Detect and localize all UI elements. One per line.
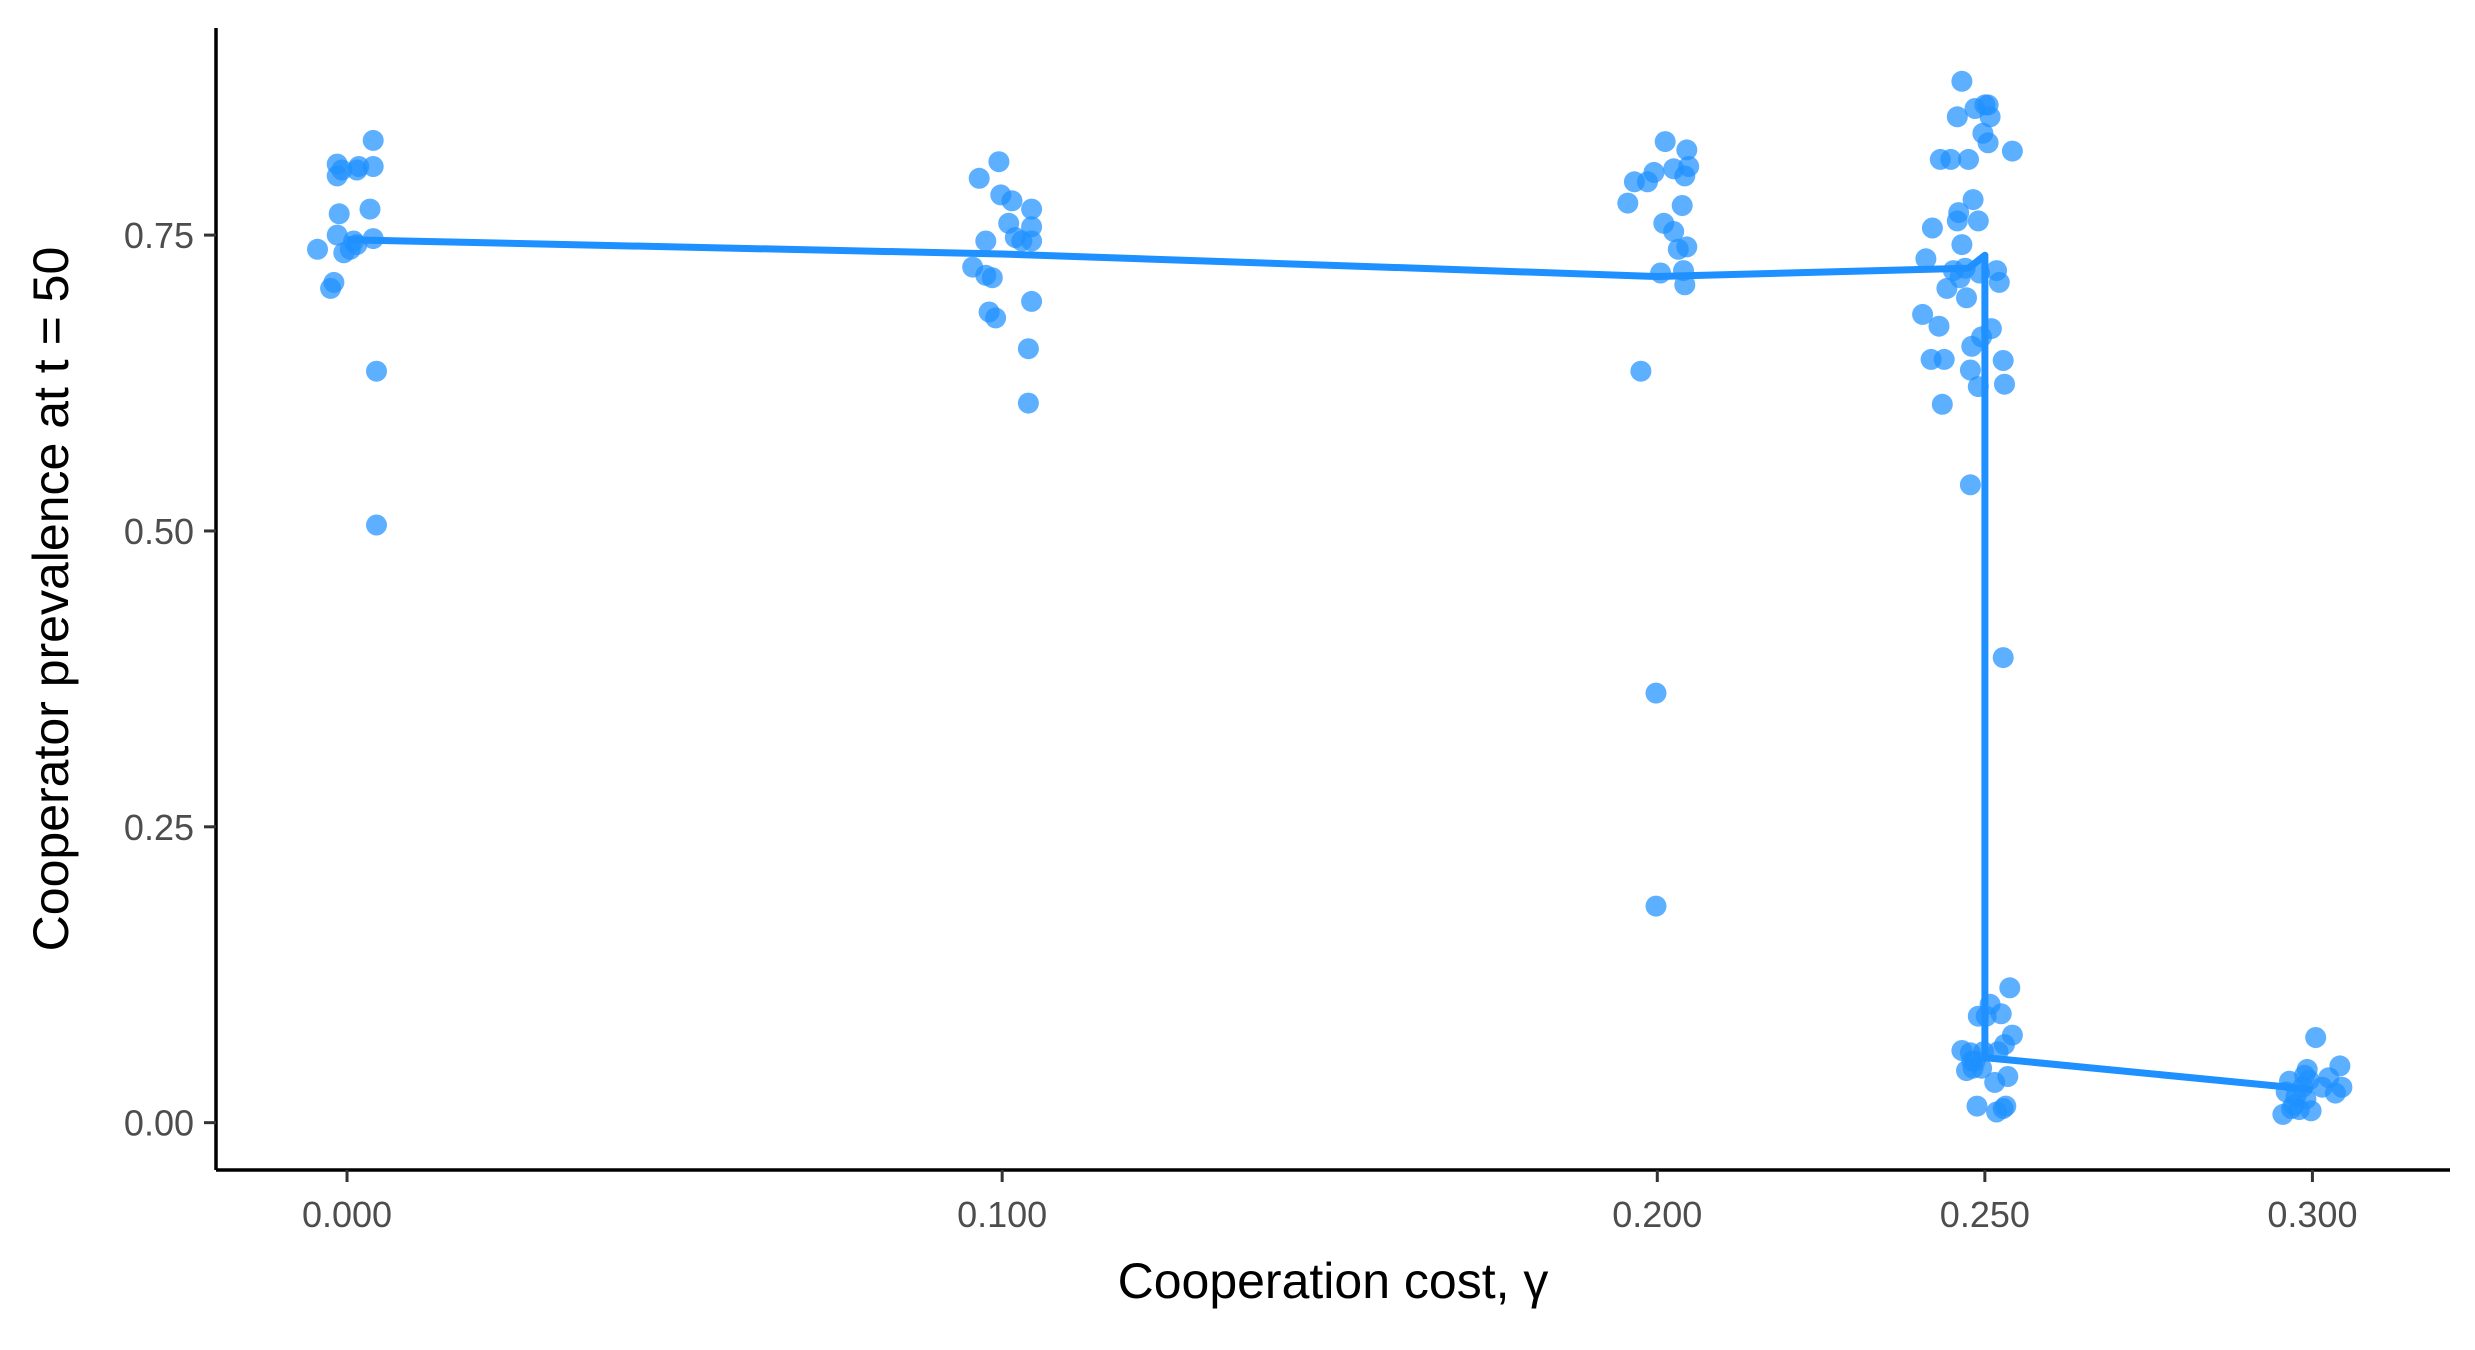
data-point: [2300, 1100, 2322, 1122]
data-point: [1962, 189, 1984, 211]
data-point: [1940, 148, 1962, 170]
data-point: [1997, 1066, 2019, 1087]
data-point: [968, 167, 990, 189]
data-point: [2329, 1055, 2351, 1077]
data-point: [1959, 359, 1981, 381]
data-point: [1933, 348, 1955, 370]
data-point: [1959, 474, 1981, 496]
data-point: [1971, 1057, 1993, 1079]
data-point: [1994, 373, 2015, 395]
x-tick-label: 0.200: [1612, 1194, 1702, 1235]
data-point: [981, 267, 1003, 289]
data-point: [1995, 1095, 2017, 1117]
data-point: [1946, 106, 1968, 128]
data-point: [359, 198, 381, 220]
data-point: [1928, 315, 1950, 337]
data-point: [1948, 202, 1970, 224]
y-tick-label: 0.50: [124, 511, 194, 552]
data-point: [1990, 1003, 2012, 1025]
data-point: [1017, 392, 1039, 414]
data-point: [1674, 274, 1696, 296]
data-point: [1645, 682, 1667, 704]
data-point: [1958, 148, 1979, 170]
data-point: [1966, 1095, 1988, 1117]
data-point: [1017, 338, 1039, 360]
data-point: [1645, 895, 1667, 917]
x-tick-label: 0.100: [957, 1194, 1047, 1235]
y-tick-label: 0.25: [124, 807, 194, 848]
data-point: [1931, 393, 1953, 415]
data-point: [1967, 210, 1989, 232]
data-point: [366, 514, 387, 536]
data-point: [2001, 140, 2023, 162]
x-tick-label: 0.000: [302, 1194, 392, 1235]
data-point: [1654, 131, 1676, 153]
data-point: [362, 129, 384, 151]
data-point: [1912, 303, 1934, 325]
y-tick-label: 0.75: [124, 215, 194, 256]
data-point: [985, 307, 1007, 329]
data-point: [1951, 234, 1973, 256]
data-point: [988, 151, 1010, 173]
data-point: [1951, 70, 1973, 92]
data-point: [2305, 1027, 2327, 1048]
data-point: [348, 156, 370, 177]
data-point: [1001, 190, 1023, 212]
data-point: [1956, 287, 1977, 309]
data-point: [328, 203, 350, 225]
data-point: [331, 159, 353, 181]
data-point: [366, 360, 387, 382]
data-point: [1021, 290, 1043, 312]
data-point: [1021, 198, 1043, 220]
data-point: [1671, 195, 1693, 216]
x-axis-title: Cooperation cost, γ: [1118, 1253, 1549, 1309]
data-point: [2331, 1076, 2353, 1098]
data-point: [1979, 106, 2001, 128]
trend-line: [346, 236, 2313, 1093]
data-point: [362, 156, 384, 177]
data-point: [1630, 360, 1652, 382]
data-point: [1678, 156, 1700, 177]
data-point: [1021, 230, 1043, 252]
data-point: [1992, 350, 2014, 371]
data-point: [1915, 248, 1937, 270]
data-points: [307, 70, 2353, 1125]
data-point: [1617, 192, 1639, 214]
data-point: [1643, 161, 1665, 183]
data-point: [1999, 977, 2021, 999]
data-point: [1676, 139, 1698, 161]
data-point: [1676, 236, 1698, 258]
y-tick-label: 0.00: [124, 1103, 194, 1144]
y-axis-title: Cooperator prevalence at t = 50: [23, 247, 79, 952]
trend-line-layer: [346, 236, 2313, 1093]
data-point: [1921, 217, 1943, 239]
axes: 0.000 0.100 0.200 0.250 0.300 0.00 0.25 0.50 0.7…: [124, 28, 2450, 1235]
data-point: [1988, 271, 2010, 293]
data-point: [326, 224, 348, 246]
data-point: [975, 230, 997, 252]
x-tick-label: 0.300: [2267, 1194, 2357, 1235]
data-point: [2001, 1024, 2023, 1046]
data-point: [323, 271, 345, 293]
data-point: [1977, 132, 1999, 154]
data-point: [1663, 221, 1685, 242]
data-point: [1992, 647, 2014, 669]
data-point: [307, 238, 328, 260]
x-tick-label: 0.250: [1940, 1194, 2030, 1235]
